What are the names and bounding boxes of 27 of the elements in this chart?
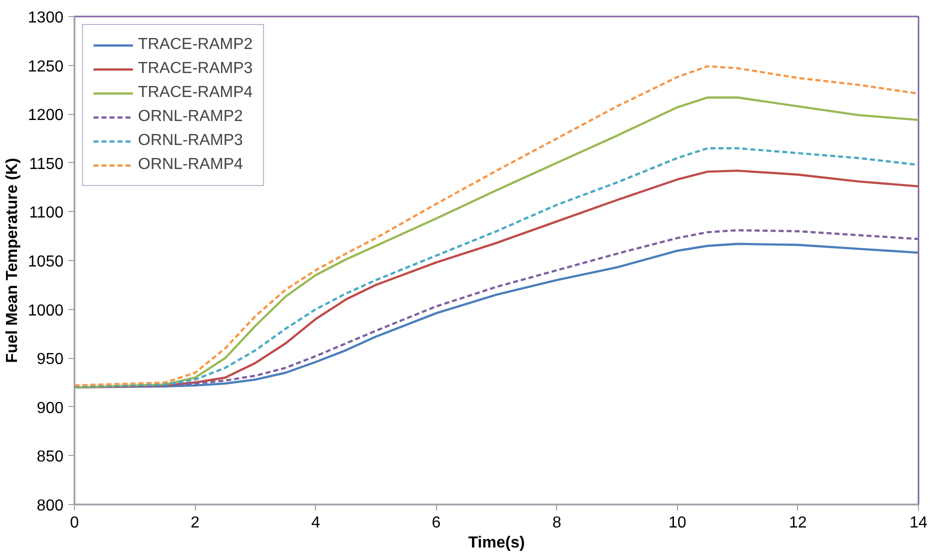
y-tick-label: 1050 (28, 254, 64, 270)
legend-label: ORNL-RAMP2 (138, 108, 243, 126)
y-tick-label: 850 (36, 448, 64, 466)
x-axis-title: Time(s) (468, 534, 525, 552)
y-tick-label: 1100 (29, 204, 64, 222)
y-tick-label: 1200 (28, 107, 64, 124)
x-tick-label: 2 (190, 514, 200, 532)
y-tick-label: 800 (36, 498, 64, 514)
y-tick-label: 950 (36, 351, 64, 368)
x-tick-label: 8 (552, 514, 562, 532)
y-tick-label: 1150 (29, 156, 64, 173)
x-tick-label: 14 (910, 514, 928, 532)
legend-label: TRACE-RAMP2 (138, 36, 253, 54)
x-tick-label: 4 (311, 514, 320, 532)
x-tick-label: 12 (789, 514, 807, 532)
y-tick-label: 1250 (28, 58, 64, 76)
legend-label: ORNL-RAMP3 (138, 132, 243, 150)
x-tick-label: 0 (70, 514, 80, 532)
y-axis-title: Fuel Mean Temperature (K) (4, 158, 21, 364)
x-tick-label: 10 (668, 514, 686, 532)
x-tick-label: 6 (432, 514, 441, 532)
y-tick-label: 900 (36, 400, 64, 417)
legend-label: ORNL-RAMP4 (138, 156, 243, 174)
legend-label: TRACE-RAMP4 (138, 84, 253, 102)
legend-label: TRACE-RAMP3 (138, 60, 253, 78)
y-tick-label: 1000 (28, 302, 64, 320)
y-tick-label: 1300 (28, 10, 64, 26)
